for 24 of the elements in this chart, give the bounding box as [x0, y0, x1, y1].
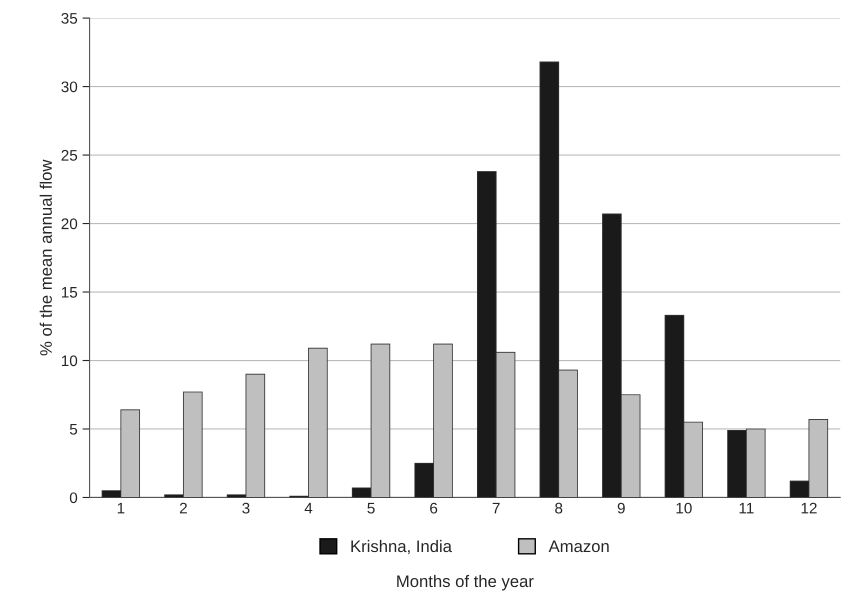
x-tick-label: 6	[430, 502, 438, 514]
y-tick-label: 0	[70, 492, 78, 504]
x-tick-label: 7	[492, 502, 500, 514]
x-tick-label: 8	[555, 502, 562, 514]
x-tick-label: 5	[367, 502, 375, 514]
y-tick-label: 15	[62, 287, 78, 298]
x-axis-title: Months of the year	[397, 574, 534, 590]
x-tick-label: 4	[304, 502, 312, 514]
x-tick-label: 10	[676, 502, 692, 514]
y-tick-label: 30	[61, 81, 78, 92]
y-tick-label: 5	[70, 424, 78, 435]
y-tick-label: 25	[62, 150, 78, 161]
x-tick-label: 12	[802, 502, 817, 514]
x-tick-label: 11	[740, 502, 754, 514]
legend-label: Krishna, India	[351, 540, 452, 554]
y-tick-label: 20	[62, 218, 78, 230]
legend-label: Amazon	[548, 540, 609, 552]
x-tick-label: 1	[118, 502, 124, 514]
y-tick-label: 10	[62, 355, 78, 366]
y-tick-label: 35	[61, 12, 78, 24]
x-tick-label: 2	[180, 502, 187, 514]
x-tick-label: 9	[618, 502, 625, 514]
y-axis-title: % of the mean annual flow	[40, 160, 52, 356]
x-tick-label: 3	[242, 502, 250, 514]
